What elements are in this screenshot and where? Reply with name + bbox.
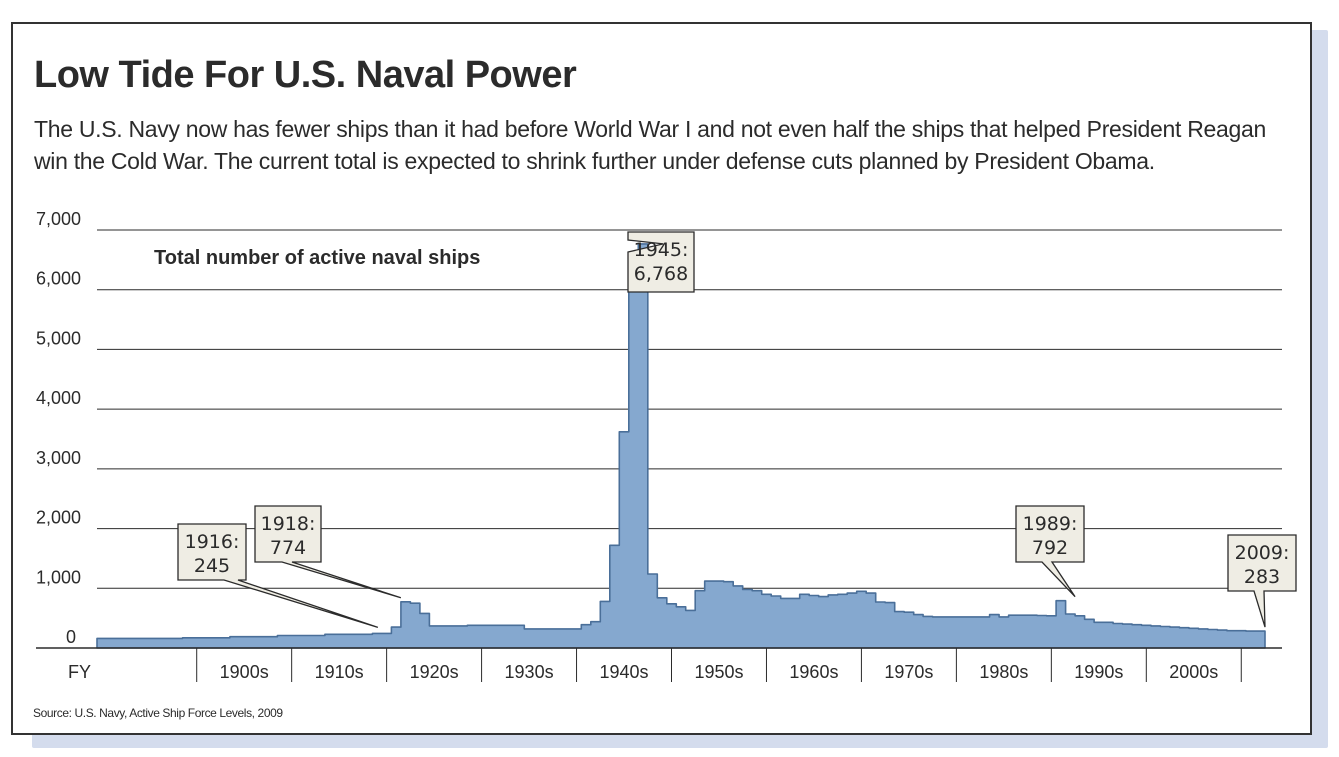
x-tick-label: 1960s — [789, 662, 838, 682]
y-tick-label: 0 — [66, 627, 76, 647]
callout-year: 1918: — [261, 513, 316, 535]
y-tick-label: 6,000 — [36, 269, 81, 289]
series-label: Total number of active naval ships — [154, 247, 480, 269]
callout-box — [254, 505, 402, 599]
callout-box — [177, 523, 379, 628]
x-tick-label: 1980s — [979, 662, 1028, 682]
x-axis: FY 1900s 1910s 1920s 1930s 1940s 1950s 1960s 197… — [36, 647, 1282, 682]
callout-1: 1918:774 — [254, 505, 402, 599]
callout-year: 1916: — [185, 531, 240, 553]
source-note: Source: U.S. Navy, Active Ship Force Lev… — [33, 706, 283, 720]
callout-4: 2009:283 — [1227, 534, 1297, 628]
x-axis-prefix: FY — [68, 662, 91, 682]
chart-title: Low Tide For U.S. Naval Power — [34, 54, 577, 96]
callout-value: 283 — [1244, 566, 1280, 588]
area-series — [96, 243, 1266, 649]
series-area — [96, 243, 1266, 649]
callout-2: 1945:6,768 — [627, 231, 695, 293]
x-tick-label: 1990s — [1074, 662, 1123, 682]
callout-box — [627, 231, 695, 293]
callout-value: 774 — [270, 537, 306, 559]
y-tick-label: 5,000 — [36, 328, 81, 348]
callout-value: 245 — [194, 555, 230, 577]
x-tick-label: 1920s — [410, 662, 459, 682]
x-tick-label: 1930s — [505, 662, 554, 682]
x-tick-label: 1900s — [220, 662, 269, 682]
callout-year: 1989: — [1023, 513, 1078, 535]
y-tick-label: 7,000 — [36, 209, 81, 229]
y-tick-label: 3,000 — [36, 448, 81, 468]
callout-3: 1989:792 — [1015, 505, 1085, 598]
callout-value: 6,768 — [634, 263, 688, 285]
y-tick-label: 1,000 — [36, 567, 81, 587]
callout-box — [1015, 505, 1085, 598]
y-axis-ticks: 0 1,000 2,000 3,000 4,000 5,000 6,000 7,000 — [36, 209, 81, 647]
y-tick-label: 2,000 — [36, 508, 81, 528]
callout-year: 1945: — [634, 239, 689, 261]
callout-0: 1916:245 — [177, 523, 379, 628]
x-tick-label: 2000s — [1169, 662, 1218, 682]
callout-box — [1227, 534, 1297, 628]
x-tick-label: 1940s — [600, 662, 649, 682]
x-tick-label: 1950s — [694, 662, 743, 682]
callout-value: 792 — [1032, 537, 1068, 559]
x-tick-label: 1910s — [315, 662, 364, 682]
y-tick-label: 4,000 — [36, 388, 81, 408]
x-tick-label: 1970s — [884, 662, 933, 682]
chart-subtitle: The U.S. Navy now has fewer ships than i… — [34, 116, 1266, 174]
callout-year: 2009: — [1235, 542, 1290, 564]
